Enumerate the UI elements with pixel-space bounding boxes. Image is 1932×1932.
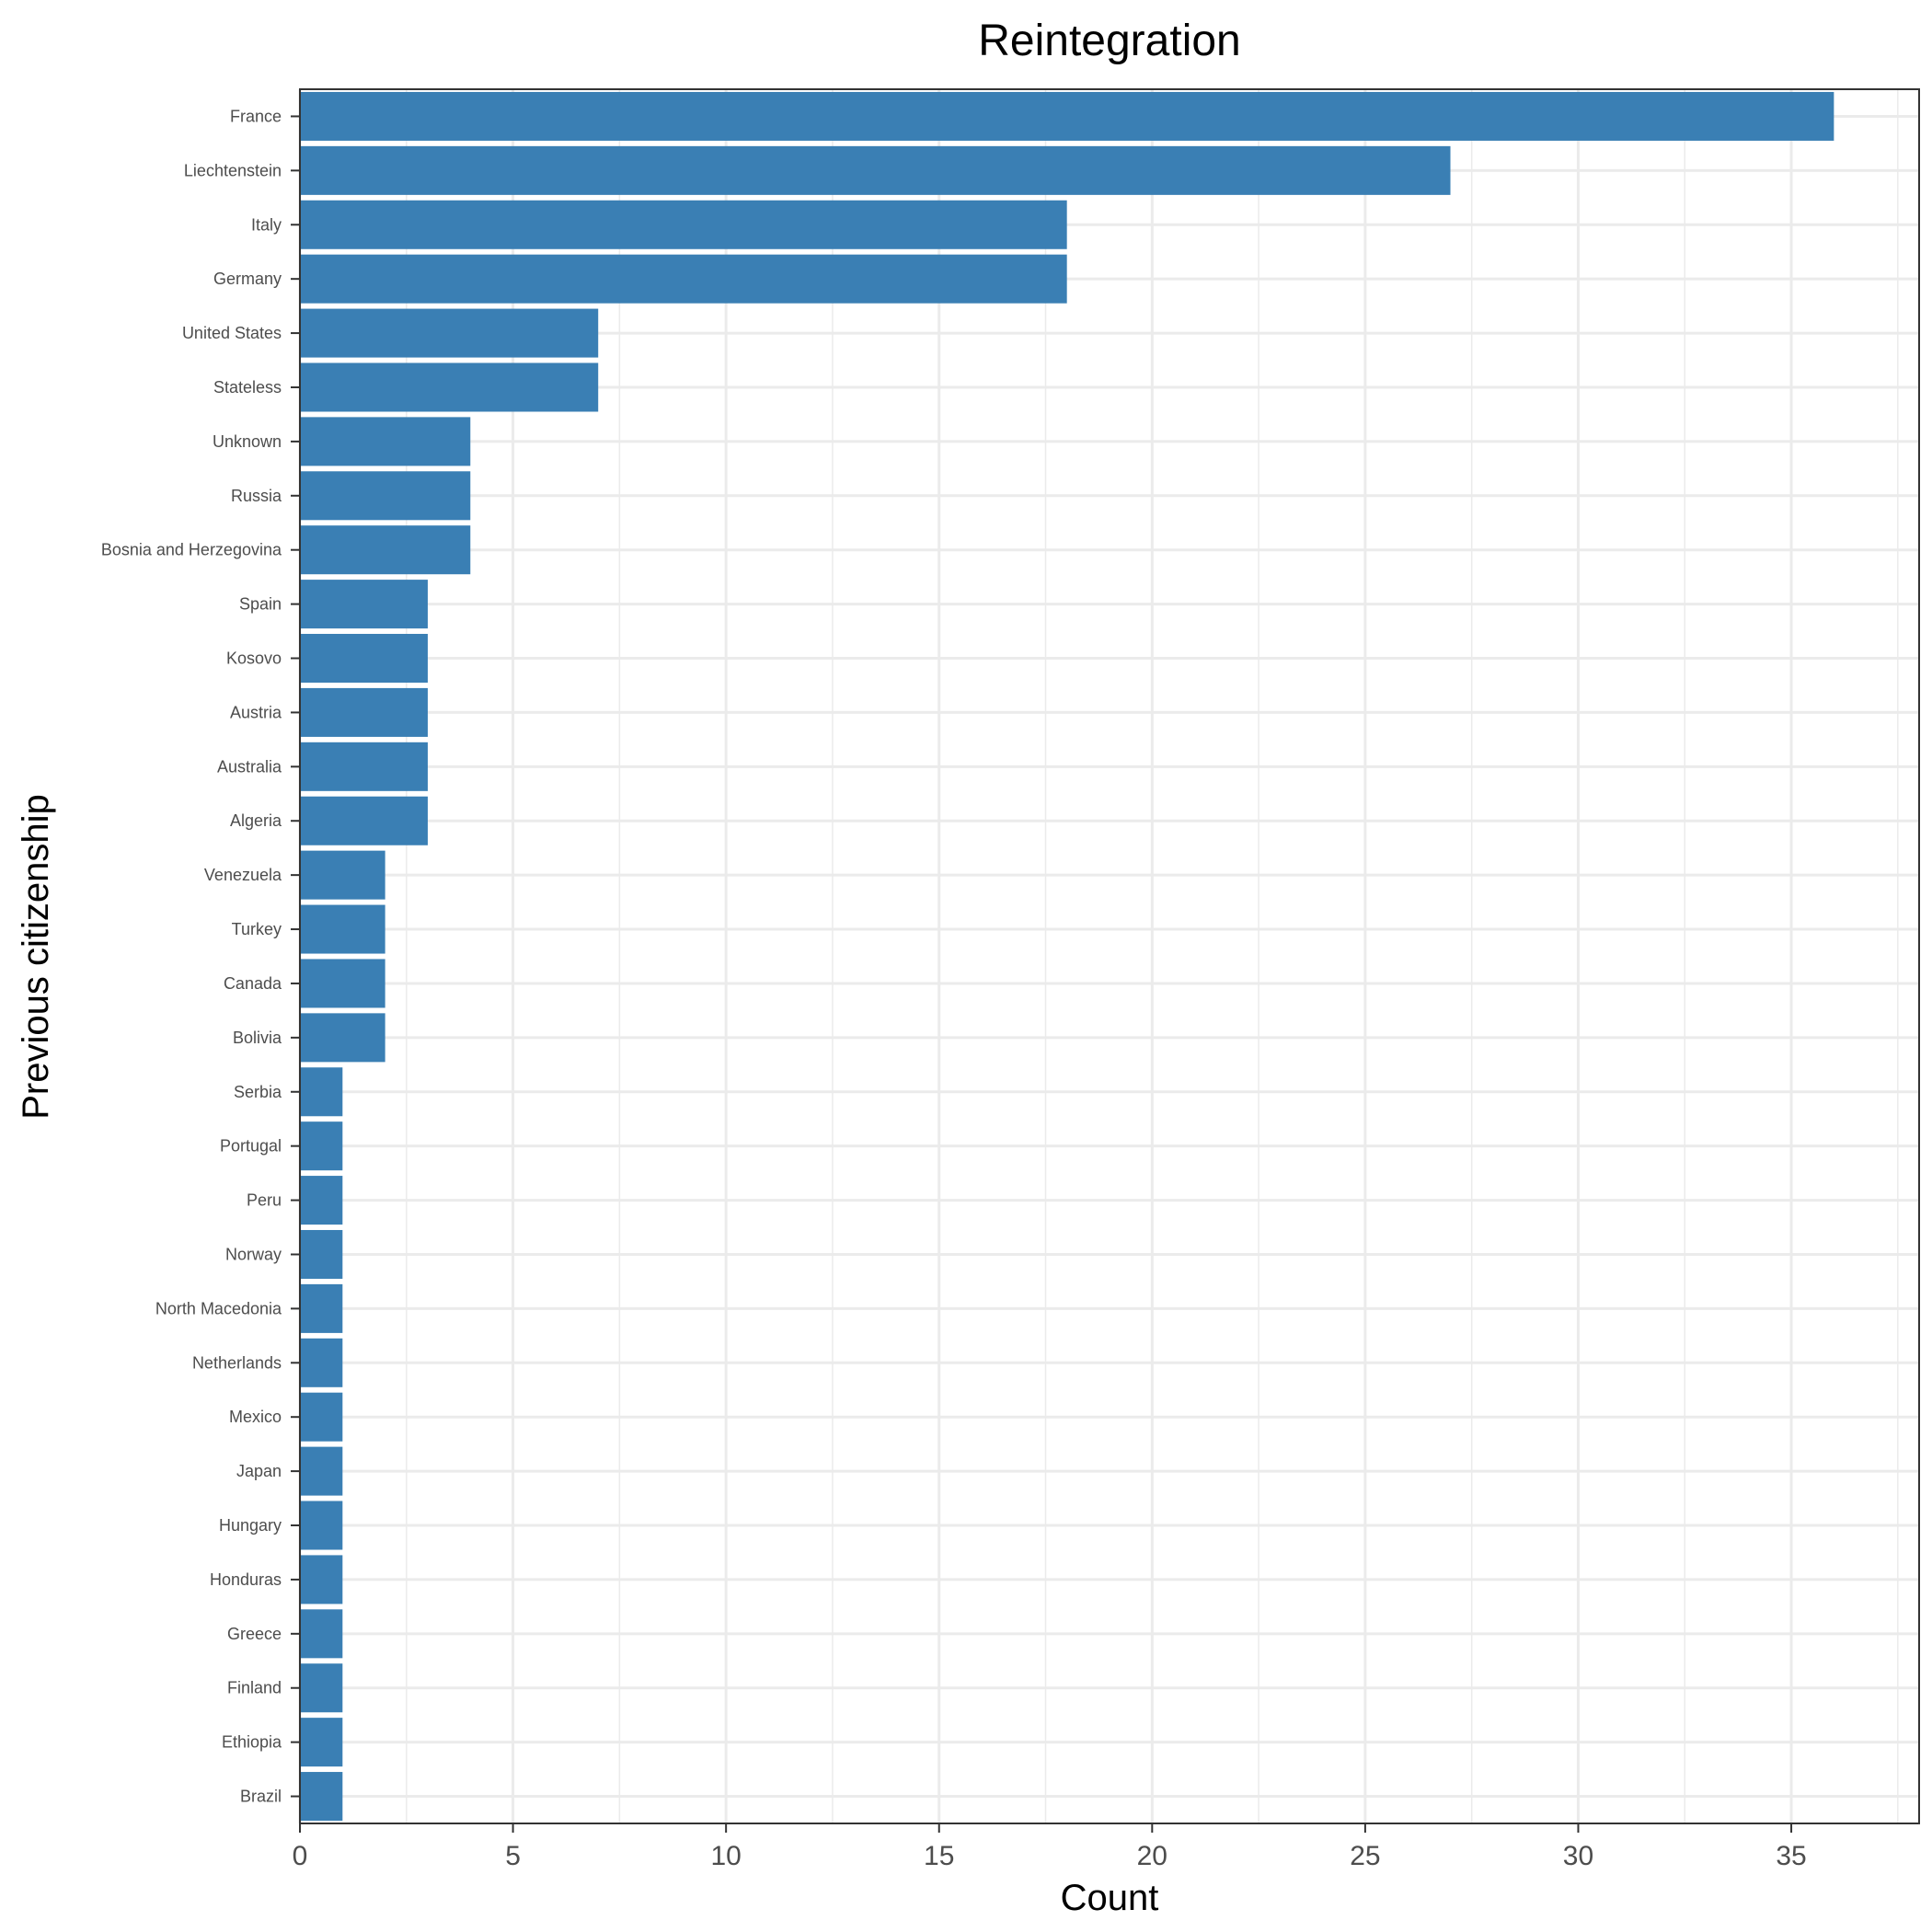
y-tick-label: Canada (224, 974, 282, 993)
bar (300, 471, 471, 521)
bar (300, 687, 428, 737)
y-tick-label: Germany (213, 270, 282, 288)
x-axis: 0 5 10 15 20 25 30 35 (293, 1823, 1807, 1871)
y-tick-label: Netherlands (192, 1353, 282, 1372)
bar (300, 308, 599, 358)
y-tick-label: Austria (230, 703, 282, 721)
y-tick-label: Unknown (213, 432, 282, 451)
x-tick-label: 10 (710, 1841, 741, 1871)
bar (300, 796, 428, 845)
bar (300, 580, 428, 629)
chart-title: Reintegration (978, 17, 1241, 65)
y-tick-label: Hungary (219, 1516, 282, 1535)
x-tick-label: 0 (293, 1841, 308, 1871)
bar (300, 1555, 343, 1604)
y-tick-label: Russia (231, 487, 282, 505)
x-tick-label: 25 (1350, 1841, 1380, 1871)
y-tick-label: Serbia (234, 1083, 282, 1101)
bar (300, 1772, 343, 1822)
bar (300, 91, 1834, 141)
bar (300, 362, 599, 412)
y-tick-label: Liechtenstein (184, 161, 282, 179)
x-tick-label: 20 (1137, 1841, 1167, 1871)
x-tick-label: 35 (1776, 1841, 1806, 1871)
bar (300, 254, 1067, 304)
y-tick-label: Bosnia and Herzegovina (101, 541, 282, 559)
bar (300, 1663, 343, 1713)
y-tick-label: Turkey (232, 920, 282, 938)
bar (300, 1013, 385, 1063)
bar (300, 1609, 343, 1659)
y-tick-label: Norway (225, 1245, 282, 1263)
bar (300, 1392, 343, 1442)
y-tick-label: Honduras (210, 1570, 282, 1589)
y-tick-label: Kosovo (226, 650, 282, 668)
y-tick-label: Venezuela (204, 866, 282, 884)
y-tick-label: Brazil (240, 1788, 282, 1806)
bar (300, 634, 428, 684)
y-tick-label: Italy (251, 215, 282, 234)
y-axis: France Liechtenstein Italy Germany United St… (101, 107, 300, 1806)
bar (300, 959, 385, 1008)
bar (300, 742, 428, 791)
bar (300, 525, 471, 575)
y-tick-label: Finland (227, 1679, 282, 1697)
y-tick-label: United States (182, 324, 282, 342)
y-tick-label: Ethiopia (222, 1733, 282, 1752)
y-tick-label: France (230, 107, 282, 125)
bar (300, 1067, 343, 1117)
bar (300, 1338, 343, 1387)
y-tick-label: Algeria (230, 811, 282, 830)
y-tick-label: Greece (227, 1625, 282, 1643)
y-tick-label: Australia (217, 757, 282, 776)
y-tick-label: Stateless (213, 378, 282, 397)
bar (300, 145, 1451, 195)
bar (300, 417, 471, 466)
x-tick-label: 5 (505, 1841, 521, 1871)
x-axis-title: Count (1061, 1878, 1159, 1918)
panel-border (299, 88, 1920, 1824)
y-tick-label: Spain (239, 595, 282, 614)
bar (300, 1718, 343, 1767)
y-tick-label: Bolivia (233, 1029, 282, 1047)
y-tick-label: North Macedonia (155, 1299, 282, 1317)
x-tick-label: 15 (924, 1841, 954, 1871)
bar (300, 1229, 343, 1279)
bar (300, 1446, 343, 1496)
bar (300, 1283, 343, 1333)
y-tick-label: Mexico (229, 1408, 282, 1426)
bar (300, 200, 1067, 249)
bar (300, 904, 385, 954)
bars (300, 91, 1834, 1822)
y-tick-label: Portugal (220, 1137, 282, 1156)
y-tick-label: Peru (247, 1191, 282, 1210)
x-tick-label: 30 (1563, 1841, 1593, 1871)
y-axis-title: Previous citizenship (16, 794, 56, 1120)
bar (300, 1501, 343, 1550)
y-tick-label: Japan (236, 1462, 282, 1480)
bar (300, 1121, 343, 1171)
bar (300, 1176, 343, 1225)
bar (300, 850, 385, 900)
